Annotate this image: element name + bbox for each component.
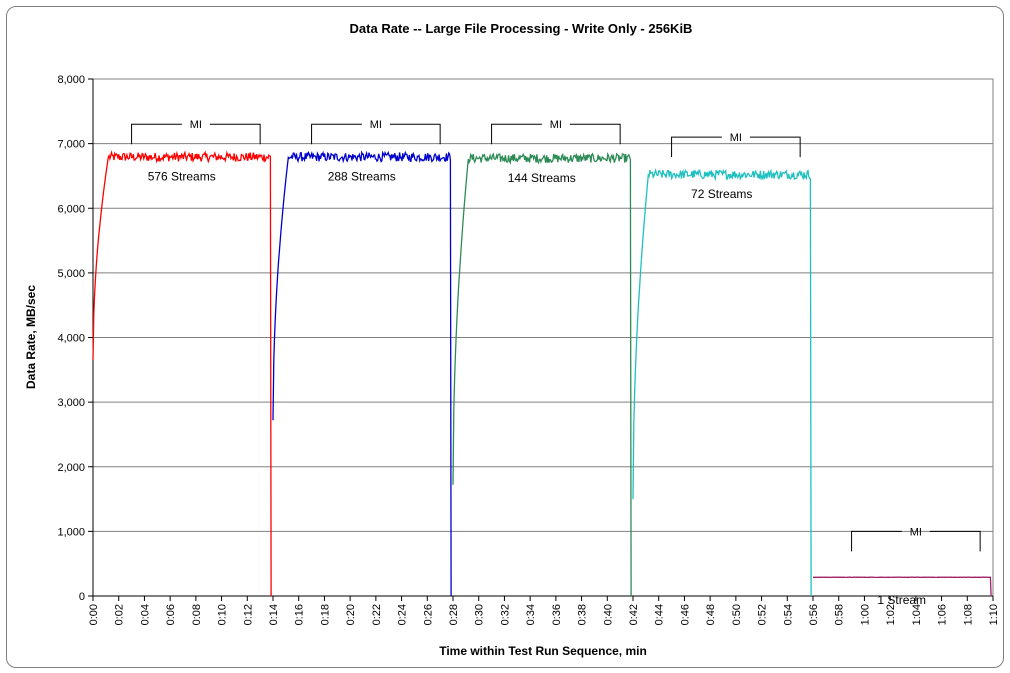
y-tick-label: 1,000: [57, 526, 85, 538]
mi-bracket-4: [671, 136, 801, 158]
mi-bracket-2: [311, 123, 441, 145]
x-tick-label: 1:02: [885, 604, 897, 625]
x-tick-label: 0:56: [808, 604, 820, 625]
x-tick-label: 0:50: [731, 604, 743, 625]
series-line-4: [632, 168, 812, 597]
x-tick-label: 0:26: [422, 604, 434, 625]
mi-label-4: MI: [730, 132, 742, 144]
x-tick-label: 0:06: [165, 604, 177, 625]
x-tick-label: 0:54: [782, 604, 794, 625]
series-label-2: 288 Streams: [328, 170, 396, 184]
x-tick-label: 0:12: [242, 604, 254, 625]
x-tick-label: 0:18: [319, 604, 331, 625]
x-tick-label: 0:16: [294, 604, 306, 625]
x-tick-label: 0:10: [217, 604, 229, 625]
x-tick-label: 0:46: [679, 604, 691, 625]
x-tick-label: 1:04: [911, 604, 923, 625]
y-tick-label: 4,000: [57, 333, 85, 345]
x-tick-label: 0:58: [834, 604, 846, 625]
y-tick-label: 2,000: [57, 462, 85, 474]
mi-bracket-5: [851, 530, 981, 552]
mi-label-5: MI: [910, 526, 922, 538]
series-label-5: 1 Stream: [877, 593, 926, 607]
mi-label-2: MI: [370, 119, 382, 131]
x-tick-label: 0:20: [345, 604, 357, 625]
x-tick-label: 0:36: [551, 604, 563, 625]
x-tick-label: 0:44: [654, 604, 666, 625]
series-line-3: [452, 151, 632, 597]
mi-label-1: MI: [190, 119, 202, 131]
series-label-4: 72 Streams: [691, 187, 752, 201]
series-line-5: [813, 576, 992, 597]
y-axis-title: Data Rate, MB/sec: [24, 285, 38, 389]
x-tick-label: 1:08: [962, 604, 974, 625]
x-tick-label: 0:32: [499, 604, 511, 625]
mi-bracket-3: [491, 123, 621, 145]
x-tick-label: 1:10: [988, 604, 1000, 625]
y-tick-label: 3,000: [57, 397, 85, 409]
mi-label-3: MI: [550, 119, 562, 131]
x-tick-label: 0:24: [397, 604, 409, 625]
chart-frame: Data Rate -- Large File Processing - Wri…: [6, 6, 1004, 668]
x-tick-label: 0:48: [705, 604, 717, 625]
y-tick-label: 0: [79, 591, 85, 603]
x-tick-label: 1:06: [937, 604, 949, 625]
y-tick-label: 5,000: [57, 268, 85, 280]
series-label-1: 576 Streams: [148, 170, 216, 184]
x-tick-label: 0:08: [191, 604, 203, 625]
x-tick-label: 0:30: [474, 604, 486, 625]
x-tick-label: 0:34: [525, 604, 537, 625]
y-tick-label: 8,000: [57, 74, 85, 86]
x-axis-title: Time within Test Run Sequence, min: [439, 644, 647, 658]
x-tick-label: 0:02: [114, 604, 126, 625]
x-tick-label: 0:40: [602, 604, 614, 625]
x-tick-label: 0:22: [371, 604, 383, 625]
x-tick-label: 0:04: [139, 604, 151, 625]
x-tick-label: 1:00: [859, 604, 871, 625]
x-tick-label: 0:38: [577, 604, 589, 625]
y-tick-label: 7,000: [57, 139, 85, 151]
chart-title: Data Rate -- Large File Processing - Wri…: [350, 21, 693, 36]
series-line-1: [92, 150, 272, 597]
mi-bracket-1: [131, 123, 261, 145]
x-tick-label: 0:52: [757, 604, 769, 625]
x-tick-label: 0:00: [88, 604, 100, 625]
y-tick-label: 6,000: [57, 203, 85, 215]
series-label-3: 144 Streams: [508, 171, 576, 185]
x-tick-label: 0:28: [448, 604, 460, 625]
series-line-2: [272, 150, 452, 597]
data-rate-chart: Data Rate -- Large File Processing - Wri…: [24, 21, 1000, 658]
x-tick-label: 0:14: [268, 604, 280, 625]
x-tick-label: 0:42: [628, 604, 640, 625]
